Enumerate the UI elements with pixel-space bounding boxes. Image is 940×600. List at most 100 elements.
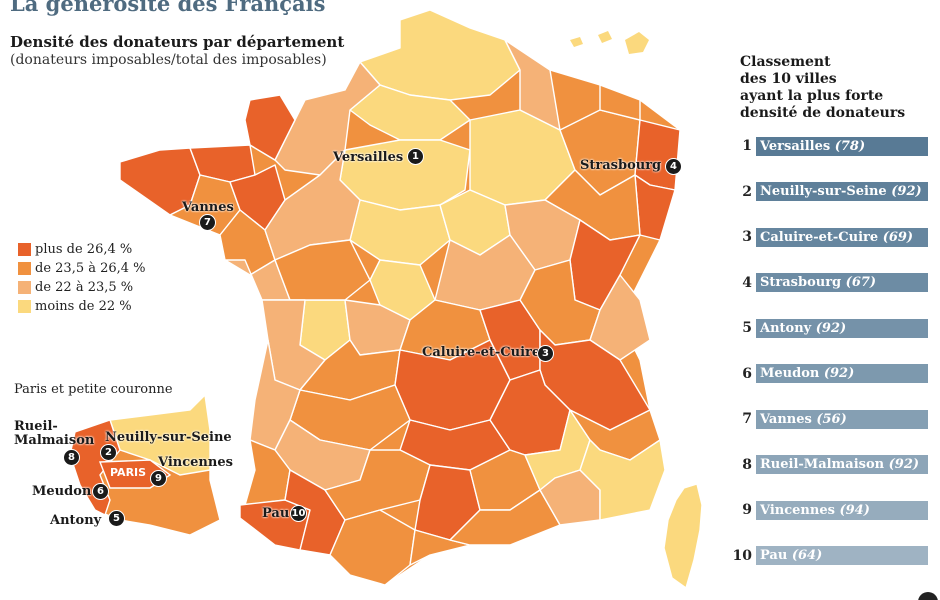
inset-title: Paris et petite couronne [14,382,173,397]
rank-dept: (92) [815,320,847,336]
region-manche [244,94,296,161]
ranking-title: Classement des 10 villes ayant la plus f… [740,54,905,122]
legend-label: de 23,5 à 26,4 % [35,261,146,276]
region-loiret [349,199,451,266]
ranking-row: 1 Versailles (78) [732,136,928,156]
legend-item: de 22 à 23,5 % [18,278,146,297]
rank-dept: (64) [791,548,823,563]
ranking-row: 5 Antony (92) [732,318,928,338]
ranking-row: 3 Caluire-et-Cuire (69) [732,227,928,247]
corner-mark-icon [918,592,938,600]
city-marker-7: 7 [199,214,216,231]
ranking-title-line: des 10 villes [740,71,837,87]
rank-number: 5 [742,320,752,336]
rank-city: Vincennes [760,502,835,518]
legend-label: moins de 22 % [35,299,132,314]
rank-number: 8 [742,456,752,473]
rank-bar: Caluire-et-Cuire (69) [756,227,928,247]
rank-dept: (67) [845,275,877,290]
city-marker-1: 1 [407,148,424,165]
city-marker-3: 3 [537,345,554,362]
coast-islands [570,31,649,54]
ranking-row: 2 Neuilly-sur-Seine (92) [732,182,928,202]
legend-swatch [18,300,31,313]
city-label-pau: Pau [262,506,290,521]
region-gard [449,489,561,546]
city-label-antony: Antony [50,513,102,528]
rank-city: Neuilly-sur-Seine [760,184,887,199]
legend-item: plus de 26,4 % [18,240,146,259]
city-marker-2: 2 [100,444,117,461]
rank-city: Caluire-et-Cuire [760,229,879,245]
rank-bar: Pau (64) [756,546,928,565]
rank-dept: (92) [888,457,920,472]
rank-city: Antony [760,320,812,336]
city-marker-5: 5 [108,510,125,527]
rank-bar: Neuilly-sur-Seine (92) [756,182,928,201]
region-sarthe [264,149,361,261]
rank-bar: Meudon (92) [756,364,928,383]
city-label-meudon: Meudon [32,484,92,499]
corsica [663,483,703,590]
ranking-title-line: densité de donateurs [740,105,906,121]
rank-dept: (92) [823,366,855,381]
rank-number: 3 [742,229,752,245]
rank-number: 9 [742,502,752,518]
legend-swatch [18,262,31,275]
legend-label: de 22 à 23,5 % [35,280,134,295]
city-label-rueil: Rueil- Malmaison [14,419,95,448]
rank-city: Vannes [760,411,812,427]
rank-dept: (94) [839,502,870,518]
inset-seine-saint-denis [109,393,211,476]
ranking-row: 7 Vannes (56) [732,409,928,429]
legend-label: plus de 26,4 % [35,242,133,257]
rank-city: Pau [760,548,788,563]
rank-bar: Rueil-Malmaison (92) [756,455,928,474]
map-subtitle: Densité des donateurs par département [10,33,345,51]
city-label-neuilly: Neuilly-sur-Seine [105,430,232,445]
city-label-versailles: Versailles [333,150,404,165]
paris-label: PARIS [110,466,147,479]
region-indre-loire [274,239,371,301]
map-subtitle-note: (donateurs imposables/total des imposabl… [10,52,327,68]
rank-city: Versailles [760,138,831,154]
city-label-vannes: Vannes [182,200,234,215]
rank-number: 6 [742,365,752,382]
paris-inset-map [69,393,221,536]
region-north [359,9,521,101]
region-alpes-mar [579,439,666,521]
region-ariege [329,509,416,586]
rank-dept: (78) [834,138,866,154]
ranking-row: 6 Meudon (92) [732,364,928,384]
city-label-vincennes: Vincennes [158,455,233,470]
ranking-row: 4 Strasbourg (67) [732,273,928,293]
city-label-strasbourg: Strasbourg [580,158,662,173]
rank-number: 2 [742,183,752,200]
ranking-title-line: Classement [740,54,831,70]
rank-dept: (69) [882,229,914,245]
rank-bar: Strasbourg (67) [756,273,928,292]
rank-number: 10 [732,547,752,564]
region-aude [409,529,471,566]
rank-number: 4 [742,274,752,291]
rank-dept: (92) [891,184,922,199]
city-marker-4: 4 [665,158,682,175]
rank-number: 7 [742,411,752,427]
rank-bar: Versailles (78) [756,136,928,156]
rank-city: Meudon [760,366,820,381]
city-marker-10: 10 [290,505,307,522]
inset-hauts-de-seine [69,419,121,516]
rank-number: 1 [742,138,752,154]
ranking-list: 1 Versailles (78) 2 Neuilly-sur-Seine (9… [732,136,928,591]
rank-city: Strasbourg [760,275,842,290]
legend-swatch [18,281,31,294]
ranking-row: 8 Rueil-Malmaison (92) [732,455,928,475]
city-marker-6: 6 [92,483,109,500]
legend-item: moins de 22 % [18,297,146,316]
rank-dept: (56) [816,411,847,427]
city-marker-9: 9 [150,470,167,487]
rank-city: Rueil-Malmaison [760,457,885,472]
legend-item: de 23,5 à 26,4 % [18,259,146,278]
city-marker-8: 8 [63,449,80,466]
